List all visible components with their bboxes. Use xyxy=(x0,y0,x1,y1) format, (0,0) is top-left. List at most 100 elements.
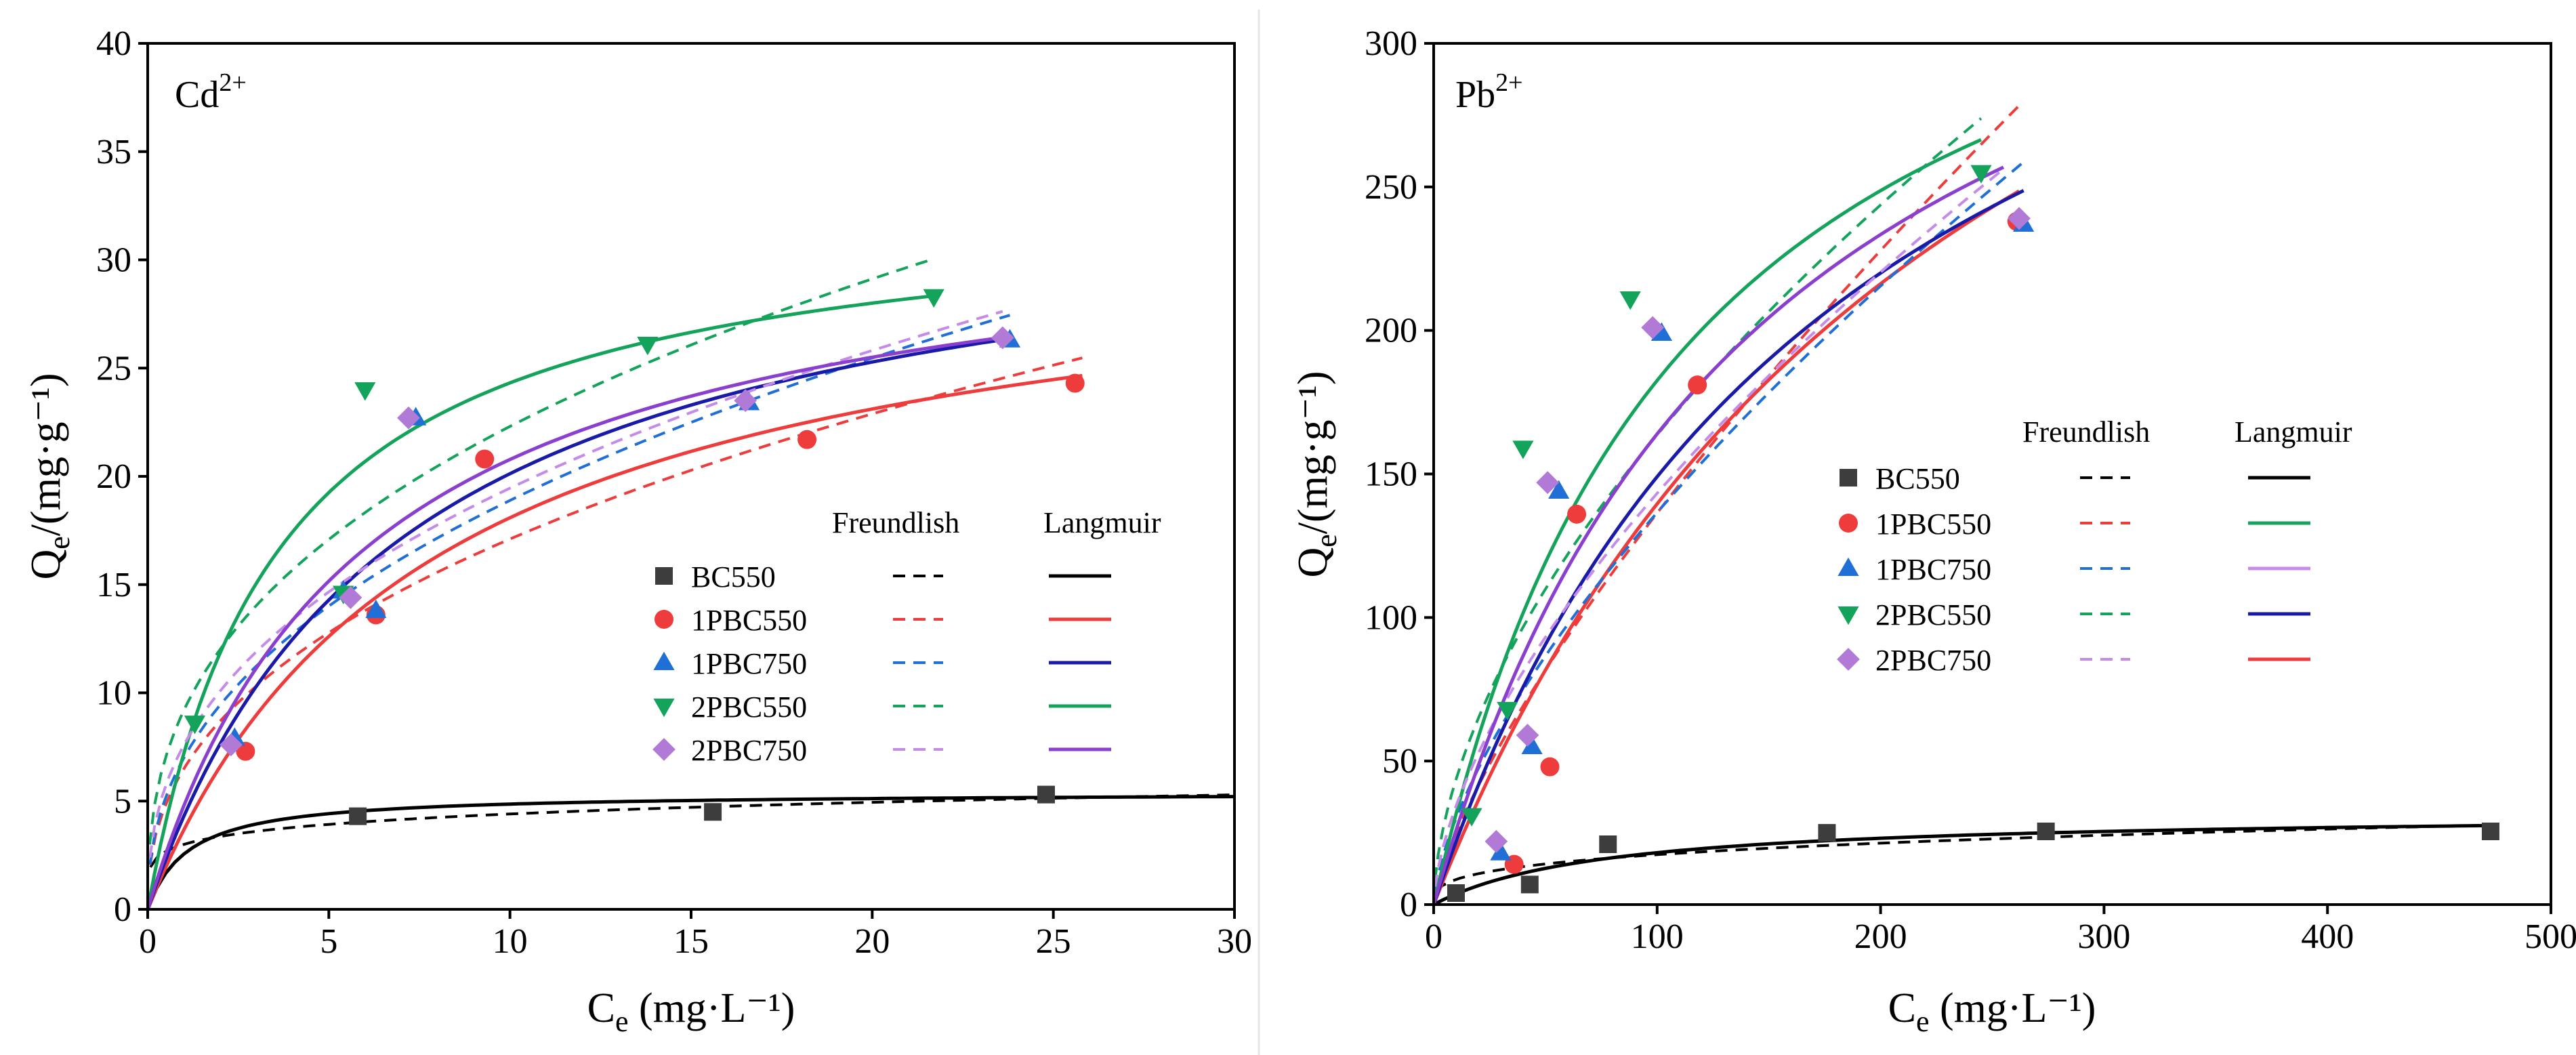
panel-label: Pb2+ xyxy=(1455,68,1523,116)
y-tick-label: 40 xyxy=(96,24,131,63)
y-tick-label: 15 xyxy=(96,566,131,604)
legend-marker-bc550 xyxy=(1840,469,1857,487)
data-point-1pbc550 xyxy=(797,430,817,449)
data-point-bc550 xyxy=(1599,835,1617,854)
data-point-2pbc550 xyxy=(923,289,944,308)
legend-header-freundlich: Freundlish xyxy=(832,506,959,539)
y-tick-label: 50 xyxy=(1382,742,1417,781)
freundlich-fit-line-bc550 xyxy=(149,793,1235,868)
chart-panel-pb: Pb2+ Ce (mg·L⁻¹) Qe/(mg·g⁻¹) Freundlish … xyxy=(1290,24,2576,1038)
legend-label: 2PBC750 xyxy=(1875,644,1991,677)
data-point-2pbc750 xyxy=(991,326,1014,350)
y-tick-label: 25 xyxy=(96,349,131,388)
legend-label: 1PBC750 xyxy=(1875,553,1991,586)
legend-marker-2pbc750 xyxy=(652,738,676,761)
langmuir-fit-line-2pbc550 xyxy=(146,294,934,910)
data-point-2pbc550 xyxy=(1497,701,1518,721)
x-tick-label: 30 xyxy=(1217,922,1252,961)
y-tick-label: 150 xyxy=(1365,455,1417,494)
legend-header-freundlich: Freundlish xyxy=(2022,415,2150,449)
data-point-2pbc750 xyxy=(734,389,757,413)
data-point-2pbc750 xyxy=(1484,829,1508,853)
legend-header-langmuir: Langmuir xyxy=(1043,506,1161,539)
langmuir-fit-line-1pbc750 xyxy=(146,337,1010,910)
data-point-2pbc550 xyxy=(1512,440,1534,459)
data-point-bc550 xyxy=(1520,875,1539,894)
langmuir-fit-line-2pbc750 xyxy=(146,335,1003,910)
data-point-2pbc750 xyxy=(339,586,362,609)
langmuir-fit-line-2pbc550 xyxy=(1432,138,1982,905)
x-tick-label: 0 xyxy=(139,922,157,961)
data-point-1pbc750 xyxy=(1548,480,1570,499)
x-tick-label: 5 xyxy=(320,922,337,961)
legend-label: 2PBC750 xyxy=(691,734,807,767)
x-tick-label: 25 xyxy=(1036,922,1071,961)
y-tick-label: 20 xyxy=(96,457,131,496)
y-axis-label: Qe/(mg·g⁻¹) xyxy=(1290,371,1343,577)
legend-marker-1pbc550 xyxy=(1839,514,1858,533)
legend-marker-bc550 xyxy=(655,567,673,585)
legend-marker-1pbc750 xyxy=(1837,557,1859,577)
freundlich-fit-line-2pbc750 xyxy=(1434,168,2005,888)
data-point-2pbc550 xyxy=(184,716,206,735)
langmuir-fit-line-2pbc750 xyxy=(1432,165,2005,905)
y-tick-label: 0 xyxy=(1400,886,1417,924)
y-tick-label: 300 xyxy=(1365,24,1417,63)
data-point-bc550 xyxy=(1447,884,1465,903)
data-point-2pbc750 xyxy=(1641,316,1665,339)
legend: Freundlish Langmuir BC550 1PBC550 1PBC750 2… xyxy=(1837,415,2352,677)
legend-label: 2PBC550 xyxy=(691,690,807,724)
data-point-bc550 xyxy=(349,807,367,825)
data-point-1pbc550 xyxy=(1065,373,1085,393)
data-point-2pbc550 xyxy=(1970,165,1992,184)
y-tick-label: 200 xyxy=(1365,312,1417,350)
data-point-1pbc550 xyxy=(1567,504,1587,524)
data-point-2pbc550 xyxy=(1461,808,1482,827)
freundlich-fit-line-1pbc750 xyxy=(148,314,1011,865)
legend-label: 1PBC550 xyxy=(1875,508,1991,541)
data-point-2pbc550 xyxy=(637,337,659,356)
legend-marker-2pbc550 xyxy=(653,698,675,718)
y-tick-label: 100 xyxy=(1365,598,1417,637)
y-tick-label: 5 xyxy=(114,782,131,821)
legend-label: 1PBC550 xyxy=(691,604,807,637)
data-point-1pbc750 xyxy=(1650,322,1672,341)
y-tick-label: 30 xyxy=(96,241,131,280)
y-tick-label: 35 xyxy=(96,133,131,171)
data-point-2pbc750 xyxy=(1516,724,1539,747)
x-tick-label: 15 xyxy=(673,922,709,961)
x-tick-label: 10 xyxy=(493,922,528,961)
legend-marker-2pbc750 xyxy=(1837,648,1860,671)
data-point-2pbc550 xyxy=(354,382,376,401)
langmuir-fit-line-1pbc750 xyxy=(1432,189,2024,905)
legend-label: BC550 xyxy=(1875,462,1960,495)
freundlich-fit-line-2pbc550 xyxy=(148,257,934,845)
data-point-1pbc550 xyxy=(236,741,255,761)
data-point-bc550 xyxy=(2037,822,2055,840)
legend: Freundlish Langmuir BC550 1PBC550 1PBC750 2… xyxy=(652,506,1161,767)
data-point-1pbc550 xyxy=(475,449,495,469)
x-tick-label: 100 xyxy=(1631,917,1684,956)
y-tick-label: 0 xyxy=(114,890,131,929)
legend-label: BC550 xyxy=(691,560,776,594)
legend-marker-1pbc550 xyxy=(655,610,673,629)
data-point-2pbc550 xyxy=(1619,291,1641,310)
chart-panel-cd: Cd2+ Ce (mg·L⁻¹) Qe/(mg·g⁻¹) Freundlish … xyxy=(23,24,1252,1038)
panel-label: Cd2+ xyxy=(175,68,247,116)
x-tick-label: 500 xyxy=(2525,917,2576,956)
data-point-1pbc550 xyxy=(1688,375,1707,395)
y-tick-label: 250 xyxy=(1365,168,1417,207)
x-tick-label: 300 xyxy=(2077,917,2130,956)
x-axis-label: Ce (mg·L⁻¹) xyxy=(1888,985,2096,1038)
x-tick-label: 200 xyxy=(1854,917,1907,956)
freundlich-fit-line-1pbc550 xyxy=(148,356,1083,865)
legend-header-langmuir: Langmuir xyxy=(2235,415,2352,449)
langmuir-fit-line-1pbc550 xyxy=(146,373,1083,910)
data-point-1pbc550 xyxy=(1540,757,1560,777)
data-point-bc550 xyxy=(1818,824,1836,842)
x-axis-label: Ce (mg·L⁻¹) xyxy=(587,985,795,1038)
langmuir-fit-line-bc550 xyxy=(1432,824,2485,907)
legend-marker-2pbc550 xyxy=(1837,606,1859,625)
data-point-2pbc750 xyxy=(2008,207,2031,230)
